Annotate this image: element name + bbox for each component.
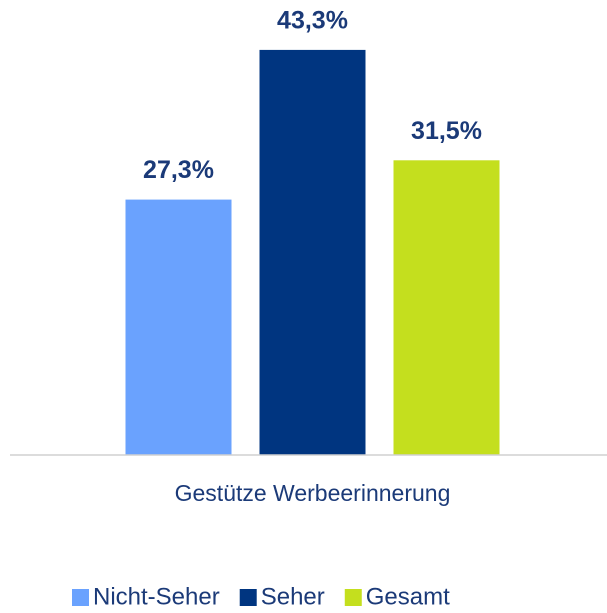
value-label: 31,5% [411,117,482,145]
value-label: 43,3% [277,7,348,35]
legend-swatch [239,589,257,606]
legend-swatch [344,589,362,606]
value-label: 27,3% [143,156,214,184]
legend-swatch [72,589,89,606]
bar [393,160,500,456]
legend-label: Gesamt [366,583,450,610]
bar [125,199,232,455]
bar [259,49,366,455]
legend-label: Nicht-Seher [93,583,220,610]
x-tick-label: Gestütze Werbeerinnerung [175,480,451,506]
legend-label: Seher [261,583,325,610]
